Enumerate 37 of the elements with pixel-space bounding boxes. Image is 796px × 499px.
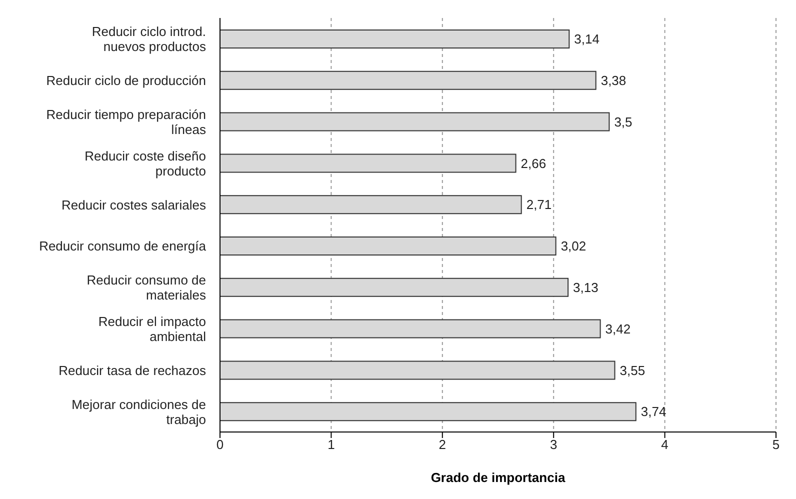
data-label: 3,5 — [614, 114, 632, 130]
x-tick-label: 2 — [438, 437, 446, 452]
data-label: 3,14 — [574, 32, 600, 47]
y-tick-label: Reducir el impacto ambiental — [98, 314, 206, 344]
y-tick-label: Reducir tasa de rechazos — [58, 362, 206, 378]
data-label: 3,38 — [600, 73, 626, 88]
bar — [220, 30, 570, 48]
y-tick-label: Reducir consumo de energía — [39, 238, 207, 254]
x-tick-label: 4 — [661, 437, 668, 452]
data-label: 3,74 — [640, 404, 666, 420]
x-tick-label: 1 — [328, 437, 335, 452]
y-tick-label: Reducir ciclo introd. nuevos productos — [92, 24, 206, 54]
bar — [220, 360, 616, 380]
bar — [220, 195, 522, 214]
bar — [220, 402, 636, 422]
y-tick-label: Reducir consumo de materiales — [86, 272, 206, 302]
y-tick-label: Reducir costes salariales — [61, 196, 206, 212]
bar — [220, 278, 569, 297]
x-tick-label: 3 — [550, 437, 558, 452]
x-axis-title: Grado de importancia — [430, 470, 566, 485]
data-label: 3,55 — [620, 362, 646, 378]
x-tick-label: 5 — [772, 437, 780, 452]
data-label: 3,02 — [560, 238, 586, 254]
data-label: 3,13 — [573, 280, 598, 296]
x-tick-label: 0 — [216, 437, 224, 452]
data-label: 2,66 — [520, 156, 546, 171]
data-label: 3,42 — [605, 321, 631, 336]
y-tick-label: Reducir coste diseño producto — [84, 148, 206, 178]
bar — [220, 112, 610, 132]
y-tick-label: Reducir ciclo de producción — [46, 72, 206, 88]
y-tick-label: Mejorar condiciones de trabajo — [72, 396, 206, 426]
bar — [220, 70, 596, 90]
bar — [220, 236, 556, 256]
y-tick-label: Reducir tiempo preparación líneas — [46, 106, 206, 136]
data-label: 2,71 — [526, 197, 552, 212]
bar — [220, 154, 516, 173]
bar — [220, 319, 601, 338]
